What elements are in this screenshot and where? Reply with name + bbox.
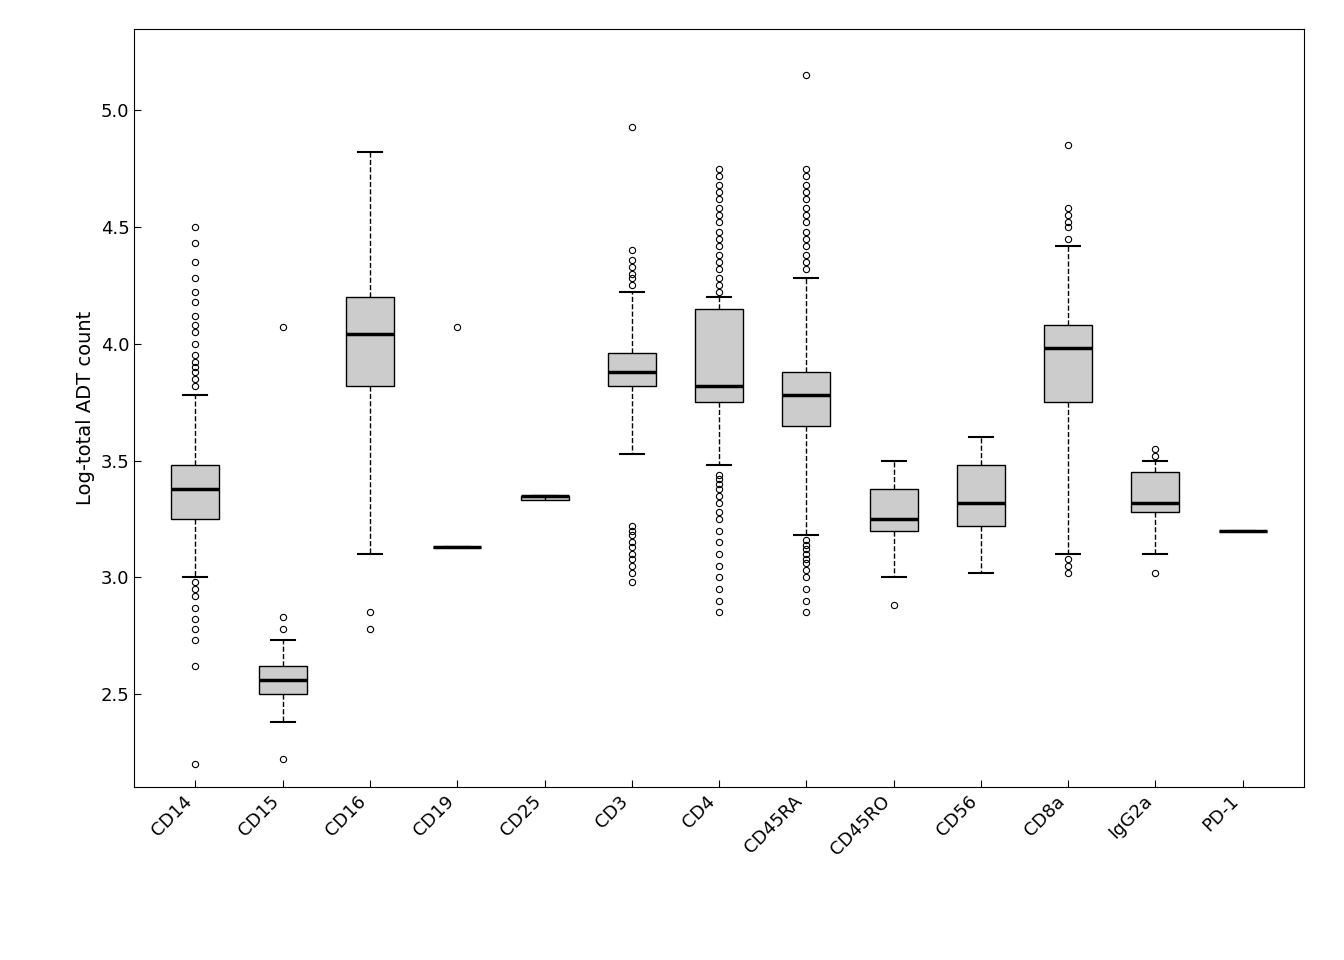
PathPatch shape: [957, 466, 1005, 526]
PathPatch shape: [259, 666, 306, 694]
PathPatch shape: [870, 489, 918, 531]
PathPatch shape: [1132, 472, 1179, 512]
PathPatch shape: [345, 298, 394, 386]
Y-axis label: Log-total ADT count: Log-total ADT count: [77, 311, 95, 505]
PathPatch shape: [172, 466, 219, 518]
PathPatch shape: [607, 353, 656, 386]
PathPatch shape: [1044, 325, 1093, 402]
PathPatch shape: [782, 372, 831, 425]
PathPatch shape: [520, 495, 569, 500]
PathPatch shape: [695, 309, 743, 402]
